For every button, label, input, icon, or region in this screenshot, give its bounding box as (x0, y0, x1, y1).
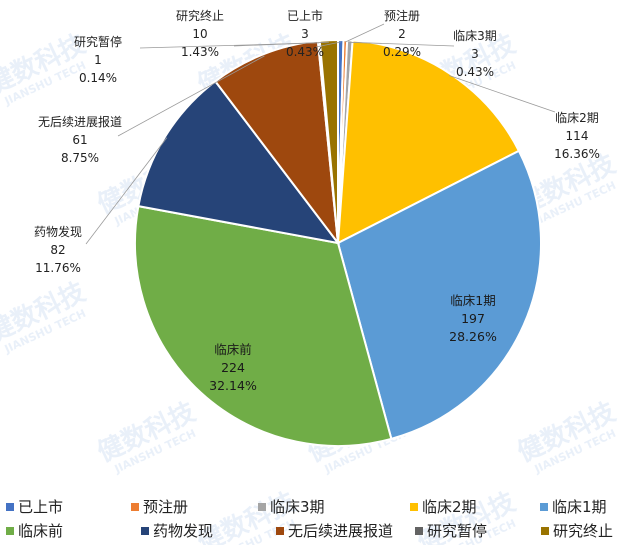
data-label-value: 197 (461, 311, 485, 326)
leader-line (85, 137, 168, 245)
legend-swatch (258, 503, 266, 511)
slice-7 (213, 39, 340, 247)
leader-line (449, 75, 556, 113)
data-label-2: 临床3期 3 0.43% (453, 29, 497, 79)
legend-label: 已上市 (18, 498, 63, 516)
legend-label: 研究暂停 (427, 522, 487, 540)
legend-item-6: 药物发现 (141, 522, 213, 540)
leader-line (315, 41, 341, 48)
legend-item-3: 临床2期 (410, 498, 477, 516)
legend-item-1: 预注册 (131, 498, 188, 516)
data-label-percent: 8.75% (61, 151, 99, 165)
data-label-percent: 32.14% (209, 378, 257, 393)
data-label-value: 114 (566, 129, 589, 143)
data-label-name: 临床2期 (555, 111, 599, 125)
legend-item-4: 临床1期 (540, 498, 607, 516)
legend-swatch (141, 527, 149, 535)
data-label-name: 研究终止 (176, 8, 224, 23)
data-label-1: 预注册 2 0.29% (383, 8, 421, 59)
data-label-5: 临床前 224 32.14% (209, 342, 257, 393)
legend-label: 临床前 (18, 522, 63, 540)
legend-item-2: 临床3期 (258, 498, 325, 516)
legend-swatch (540, 503, 548, 511)
legend-swatch (541, 527, 549, 535)
data-label-percent: 28.26% (449, 329, 497, 344)
data-label-percent: 0.14% (79, 71, 117, 85)
pie-slices (134, 38, 542, 447)
leader-line (345, 23, 385, 43)
legend-label: 无后续进展报道 (288, 522, 393, 540)
leader-line (233, 41, 329, 47)
data-label-name: 预注册 (384, 8, 420, 23)
legend-label: 研究终止 (553, 522, 613, 540)
data-label-value: 224 (221, 360, 245, 375)
data-label-name: 药物发现 (34, 224, 82, 239)
slice-5 (134, 204, 393, 447)
data-label-percent: 0.43% (286, 45, 324, 59)
legend-label: 临床3期 (270, 498, 325, 516)
legend-swatch (276, 527, 284, 535)
slice-9 (318, 38, 339, 244)
data-label-value: 1 (94, 53, 102, 67)
data-label-percent: 0.29% (383, 45, 421, 59)
leader-line (117, 55, 265, 137)
legend-label: 临床1期 (552, 498, 607, 516)
data-label-percent: 0.43% (456, 65, 494, 79)
data-label-value: 10 (192, 27, 207, 41)
leader-line (349, 41, 455, 47)
data-label-9: 研究终止 10 1.43% (176, 8, 224, 59)
data-label-value: 82 (50, 243, 65, 257)
legend-item-5: 临床前 (6, 522, 63, 540)
data-label-3: 临床2期 114 16.36% (554, 111, 600, 161)
data-label-percent: 11.76% (35, 261, 81, 275)
legend-label: 药物发现 (153, 522, 213, 540)
data-label-name: 研究暂停 (74, 34, 122, 49)
legend-swatch (415, 527, 423, 535)
legend-item-9: 研究终止 (541, 522, 613, 540)
legend-item-7: 无后续进展报道 (276, 522, 393, 540)
data-label-name: 临床1期 (450, 293, 495, 308)
data-label-0: 已上市 3 0.43% (286, 8, 324, 59)
data-label-value: 61 (72, 133, 87, 147)
data-label-name: 已上市 (287, 8, 323, 23)
legend-item-8: 研究暂停 (415, 522, 487, 540)
legend-label: 预注册 (143, 498, 188, 516)
data-label-percent: 16.36% (554, 147, 600, 161)
data-label-percent: 1.43% (181, 45, 219, 59)
data-label-8: 研究暂停 1 0.14% (74, 34, 122, 85)
legend-swatch (131, 503, 139, 511)
data-label-value: 3 (471, 47, 479, 61)
slice-4 (336, 149, 542, 441)
data-labels: 已上市 3 0.43% 预注册 2 0.29% 临床3期 3 0.43% 临床2期 114 16.36… (34, 8, 600, 393)
legend-swatch (6, 503, 14, 511)
data-label-7: 无后续进展报道 61 8.75% (38, 114, 122, 165)
legend-label: 临床2期 (422, 498, 477, 516)
legend-swatch (410, 503, 418, 511)
data-label-4: 临床1期 197 28.26% (449, 293, 497, 344)
data-label-name: 临床前 (214, 342, 252, 357)
legend-item-0: 已上市 (6, 498, 63, 516)
data-label-value: 2 (398, 27, 406, 41)
data-label-value: 3 (301, 27, 309, 41)
data-label-6: 药物发现 82 11.76% (34, 224, 82, 275)
legend-swatch (6, 527, 14, 535)
data-label-name: 无后续进展报道 (38, 114, 122, 129)
leader-lines (85, 23, 556, 245)
data-label-name: 临床3期 (453, 29, 497, 43)
